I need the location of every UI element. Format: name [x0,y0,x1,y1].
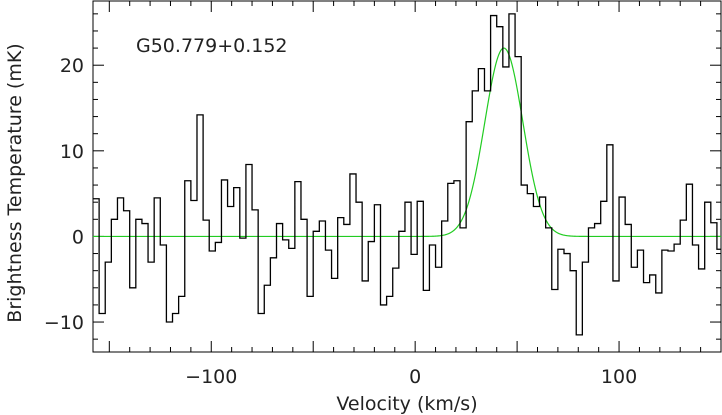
x-tick-label: −100 [185,366,237,388]
plot-frame [92,0,722,353]
spectrum-step-line [93,13,721,336]
y-axis-label: Brightness Temperature (mK) [4,43,26,322]
y-tick-label: −10 [44,312,84,334]
gaussian-fit-line [93,47,721,238]
x-axis-label: Velocity (km/s) [336,393,477,415]
y-tick-label: 0 [72,226,84,248]
axis-ticks [93,1,722,352]
y-tick-label: 10 [60,141,84,163]
x-tick-label: 0 [409,366,421,388]
y-tick-label: 20 [60,55,84,77]
source-annotation: G50.779+0.152 [136,35,288,57]
x-tick-label: 100 [601,366,637,388]
